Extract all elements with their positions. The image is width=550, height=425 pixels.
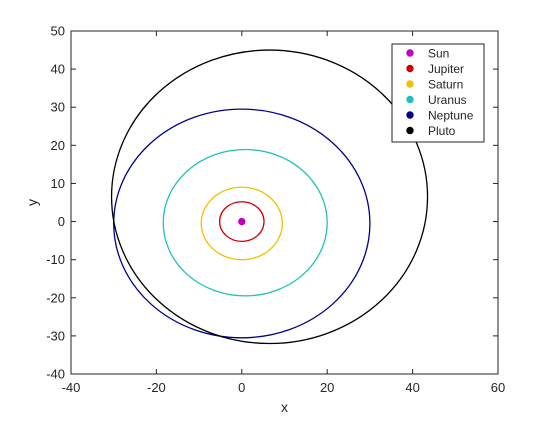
legend-marker bbox=[406, 64, 414, 73]
orbit-uranus bbox=[162, 148, 328, 297]
legend-item-sun: Sun bbox=[406, 46, 449, 60]
y-axis-label: y bbox=[24, 199, 40, 206]
legend-item-pluto: Pluto bbox=[406, 124, 456, 138]
x-tick-label: 60 bbox=[491, 380, 505, 395]
orbit-pluto bbox=[110, 49, 429, 345]
x-tick-label: -20 bbox=[147, 380, 166, 395]
legend-item-uranus: Uranus bbox=[406, 93, 467, 107]
point-layer bbox=[238, 217, 246, 226]
orbit-saturn bbox=[200, 186, 284, 261]
y-tick-label: -30 bbox=[46, 328, 65, 343]
y-tick-label: 0 bbox=[58, 214, 65, 229]
x-axis-ticks: -40 -20 0 20 40 60 bbox=[62, 31, 505, 395]
legend-label: Saturn bbox=[428, 77, 463, 91]
legend-marker bbox=[406, 80, 414, 88]
x-tick-label: 20 bbox=[320, 380, 334, 395]
orbit-jupiter bbox=[218, 201, 265, 243]
x-tick-label: 0 bbox=[238, 380, 245, 395]
legend-label: Uranus bbox=[428, 93, 467, 107]
orbit-layer bbox=[110, 49, 429, 345]
legend-label: Pluto bbox=[428, 124, 456, 138]
legend-item-saturn: Saturn bbox=[406, 77, 463, 91]
point-sun bbox=[238, 217, 246, 226]
x-axis-label: x bbox=[281, 399, 288, 415]
y-tick-label: -10 bbox=[46, 252, 65, 267]
y-tick-label: 10 bbox=[51, 176, 65, 191]
legend-label: Jupiter bbox=[428, 62, 464, 76]
legend-marker bbox=[406, 111, 414, 119]
x-tick-label: -40 bbox=[62, 380, 81, 395]
legend-item-jupiter: Jupiter bbox=[406, 62, 464, 76]
legend-label: Sun bbox=[428, 46, 449, 60]
y-tick-label: 20 bbox=[51, 138, 65, 153]
y-axis-ticks: -40 -30 -20 -10 0 10 20 30 40 50 bbox=[46, 24, 498, 382]
y-tick-label: 50 bbox=[51, 24, 65, 39]
legend-item-neptune: Neptune bbox=[406, 108, 474, 122]
y-tick-label: 40 bbox=[51, 62, 65, 77]
y-tick-label: 30 bbox=[51, 100, 65, 115]
legend-marker bbox=[406, 95, 414, 104]
axes-box bbox=[70, 30, 499, 375]
legend-box bbox=[391, 43, 485, 143]
legend-marker bbox=[406, 49, 414, 57]
y-tick-label: -20 bbox=[46, 290, 65, 305]
legend-label: Neptune bbox=[428, 108, 474, 122]
x-tick-label: 40 bbox=[405, 380, 419, 395]
y-tick-label: -40 bbox=[46, 367, 65, 382]
legend-marker bbox=[406, 126, 414, 135]
